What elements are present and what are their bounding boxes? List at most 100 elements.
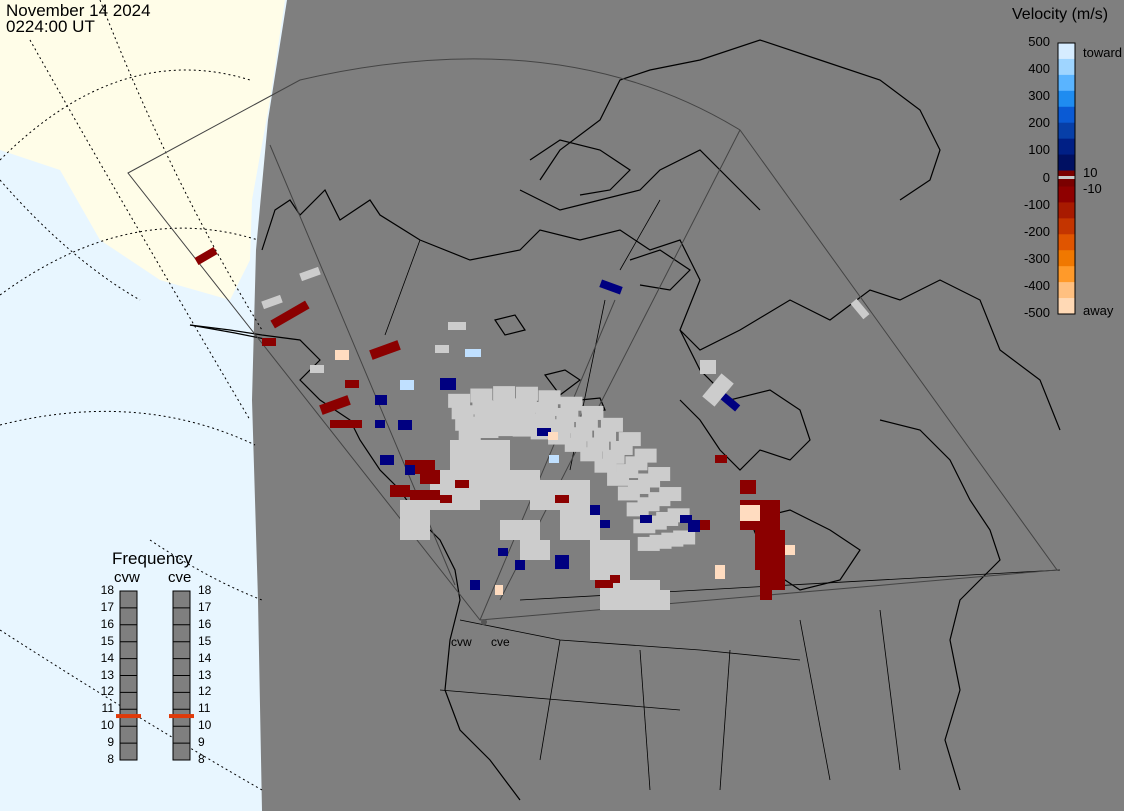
freq-tick-label: 18 <box>100 583 114 597</box>
velocity-cell <box>340 420 362 428</box>
velocity-cell <box>760 570 785 590</box>
grid-line <box>0 179 141 301</box>
velocity-cell <box>194 247 218 265</box>
velocity-cell <box>850 298 870 320</box>
velocity-cell <box>455 480 469 488</box>
freq-marker-cvw <box>116 714 141 719</box>
velocity-cell <box>380 455 394 465</box>
velocity-cell <box>555 495 569 503</box>
colorbar-segment <box>1058 43 1075 60</box>
border-line <box>799 619 831 781</box>
velocity-cell <box>375 420 385 428</box>
fov-outline <box>127 58 1058 621</box>
freq-tick-label: 12 <box>100 684 114 699</box>
grid-line <box>149 539 263 601</box>
time-label: 0224:00 UT <box>6 17 95 36</box>
colorbar-tick-label: 200 <box>1028 115 1050 131</box>
colorbar-segment <box>1058 90 1075 108</box>
velocity-cell <box>398 420 412 430</box>
coastline <box>494 314 526 336</box>
velocity-cell <box>493 398 516 413</box>
freq-tick-label: 16 <box>100 616 114 631</box>
velocity-cell <box>552 419 575 434</box>
colorbar-segment <box>1058 234 1075 251</box>
velocity-cell <box>581 405 604 420</box>
colorbar-frame <box>1057 42 1076 315</box>
velocity-cell <box>410 490 440 500</box>
velocity-cells <box>194 247 870 610</box>
toward-label: toward <box>1083 45 1123 60</box>
velocity-cell <box>261 294 283 310</box>
velocity-cell <box>319 395 351 415</box>
velocity-cell <box>673 530 696 545</box>
velocity-cell <box>299 266 321 282</box>
coastline <box>529 139 631 196</box>
velocity-cell <box>435 345 449 353</box>
border-line <box>639 649 651 791</box>
velocity-cell <box>533 413 556 428</box>
colorbar-segment <box>1058 218 1075 235</box>
velocity-cell <box>618 432 641 447</box>
coastlines <box>189 39 1061 801</box>
velocity-cell <box>420 470 440 484</box>
freq-tick-label: 11 <box>101 701 114 716</box>
freq-tick-label: 11 <box>198 701 211 716</box>
velocity-cell <box>590 505 600 515</box>
velocity-cell <box>659 487 682 502</box>
velocity-cell <box>369 340 401 360</box>
frequency-bars <box>116 590 194 761</box>
freq-tick-label: 12 <box>198 684 212 699</box>
velocity-cell <box>719 392 741 412</box>
radar-label-cvw: cvw <box>451 635 472 649</box>
coastline <box>189 324 271 341</box>
grid-line <box>99 0 263 331</box>
velocity-cell <box>270 300 310 329</box>
colorbar-segment <box>1058 282 1075 299</box>
velocity-cell <box>549 455 559 463</box>
velocity-cell <box>538 390 561 405</box>
colorbar-segment <box>1058 106 1075 124</box>
colorbar-tick-label: -500 <box>1023 305 1050 320</box>
border-line <box>879 609 901 771</box>
colorbar-segment <box>1058 266 1075 283</box>
colorbar-tick-label: 400 <box>1028 61 1050 77</box>
velocity-cell <box>345 380 359 388</box>
velocity-cell <box>440 495 452 503</box>
colorbar-tick-label: -300 <box>1023 250 1050 266</box>
coastline <box>879 419 1001 791</box>
border-line <box>619 199 661 271</box>
border-line <box>384 239 421 336</box>
colorbar-segment <box>1058 202 1075 219</box>
freq-tick-label: 16 <box>198 616 212 631</box>
lat-lon-grid <box>0 0 263 791</box>
away-label: away <box>1083 303 1114 318</box>
velocity-cell <box>680 515 692 523</box>
velocity-cell <box>575 416 598 431</box>
colorbar-tick-label: -200 <box>1023 223 1050 239</box>
border-line <box>539 639 561 761</box>
velocity-cell <box>599 279 623 295</box>
velocity-colorbar <box>1057 42 1076 315</box>
velocity-cell <box>465 349 481 357</box>
velocity-cell <box>448 393 471 408</box>
velocity-cell <box>555 555 569 569</box>
velocity-cell <box>448 322 466 330</box>
velocity-cell <box>493 386 516 401</box>
date-label: November 14 2024 <box>6 1 151 20</box>
colorbar-tick-label: 0 <box>1042 169 1050 185</box>
velocity-cell <box>715 455 727 463</box>
night-shading <box>252 0 1124 811</box>
velocity-cell <box>630 590 670 610</box>
freq-tick-label: 10 <box>100 718 114 733</box>
velocity-cell <box>455 416 478 431</box>
freq-tick-label: 17 <box>198 599 212 614</box>
coastline <box>261 188 421 251</box>
coastline <box>189 324 521 801</box>
velocity-cell <box>640 515 652 523</box>
grid-line <box>0 227 259 296</box>
freq-radar-cvw: cvw <box>114 569 140 586</box>
freq-tick-label: 15 <box>100 633 114 648</box>
colorbar-tick-label: -400 <box>1023 277 1050 293</box>
